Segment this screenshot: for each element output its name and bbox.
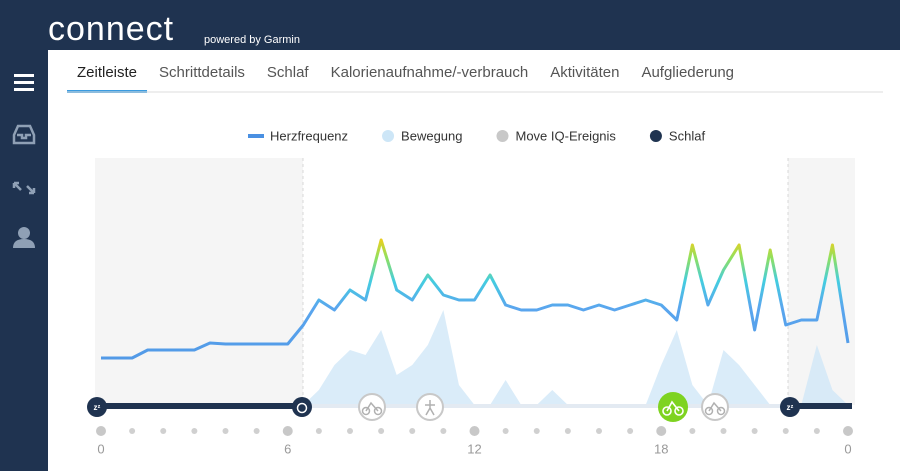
x-tick-dot (656, 426, 667, 436)
hour-dot (596, 428, 602, 434)
x-tick-label: 12 (467, 441, 481, 456)
legend-label: Move IQ-Ereignis (516, 128, 617, 143)
legend-label: Schlaf (669, 128, 706, 143)
hour-dot (533, 428, 540, 434)
x-tick-dot (843, 426, 853, 436)
hour-dot (347, 428, 353, 434)
hour-dot (689, 428, 696, 434)
hour-dot (409, 428, 416, 434)
top-bar (0, 0, 900, 50)
hour-dot (129, 428, 136, 434)
legend-dot (649, 130, 662, 142)
hour-dot (813, 428, 820, 434)
hour-dot (253, 428, 260, 434)
hour-dot (315, 428, 322, 434)
hour-dot (440, 428, 447, 434)
tagline: powered by Garmin (204, 34, 300, 46)
svg-text:zᶻ: zᶻ (94, 403, 101, 412)
legend-label: Bewegung (401, 128, 462, 143)
movement-area (101, 310, 848, 405)
sleep-region (95, 158, 303, 405)
x-tick-dot (469, 426, 480, 436)
heart-rate-line (101, 238, 850, 360)
tab[interactable]: Aktivitäten (550, 64, 619, 81)
legend-dot (382, 130, 395, 142)
hour-dot (502, 428, 509, 434)
hour-dot (751, 428, 758, 434)
x-tick-label: 6 (284, 441, 291, 456)
hour-dot (782, 428, 789, 434)
x-tick-dot (96, 426, 106, 436)
hour-dot (378, 428, 385, 434)
tab[interactable]: Zeitleiste (77, 64, 137, 81)
hour-dot (191, 428, 198, 434)
logo[interactable]: connect (48, 10, 174, 48)
legend-label: Herzfrequenz (270, 128, 348, 143)
svg-text:zᶻ: zᶻ (787, 403, 794, 412)
legend-line (248, 134, 264, 138)
hour-dot (720, 428, 727, 434)
legend-dot (496, 130, 509, 142)
hour-dot (627, 428, 634, 434)
inbox-icon[interactable] (12, 124, 36, 145)
connections-icon[interactable] (12, 181, 36, 195)
x-tick-label: 0 (844, 441, 851, 456)
tab[interactable]: Schlaf (267, 64, 310, 81)
menu-icon[interactable] (14, 74, 34, 91)
hour-dot (222, 428, 229, 434)
tab[interactable]: Aufgliederung (641, 64, 734, 81)
tab[interactable]: Schrittdetails (159, 64, 245, 81)
profile-icon[interactable] (13, 227, 35, 248)
hour-dot (160, 428, 167, 434)
x-tick-label: 18 (654, 441, 668, 456)
x-tick-dot (282, 426, 293, 436)
hour-dot (564, 428, 571, 434)
tab[interactable]: Kalorienaufnahme/-verbrauch (331, 64, 529, 81)
event-row: zᶻ zᶻ (87, 392, 852, 422)
x-tick-label: 0 (97, 441, 104, 456)
